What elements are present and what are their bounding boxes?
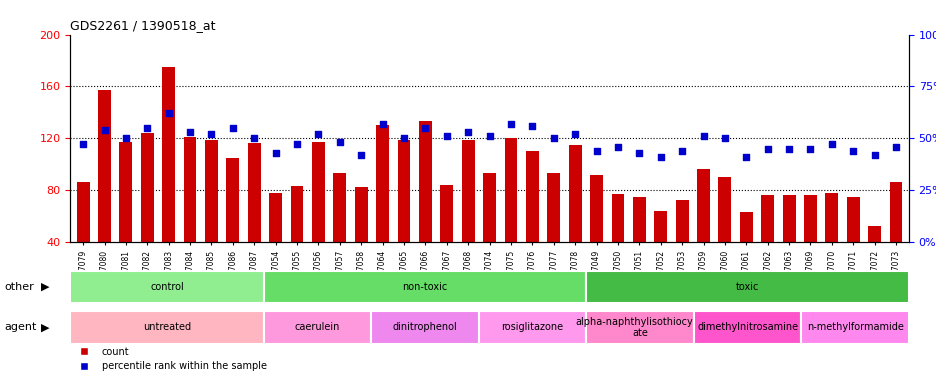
Bar <box>120 142 132 294</box>
Bar <box>803 195 816 294</box>
Point <box>246 135 261 141</box>
Text: dimethylnitrosamine: dimethylnitrosamine <box>696 322 797 333</box>
Bar <box>611 194 623 294</box>
Point <box>824 141 839 147</box>
Bar <box>547 173 560 294</box>
Bar <box>140 133 154 294</box>
Bar <box>504 138 517 294</box>
Text: agent: agent <box>5 322 37 333</box>
Point <box>802 146 817 152</box>
Text: control: control <box>150 282 183 292</box>
Point <box>139 125 154 131</box>
Text: other: other <box>5 282 35 292</box>
Text: ▶: ▶ <box>40 282 50 292</box>
Point <box>268 150 283 156</box>
Bar <box>590 175 603 294</box>
Bar <box>418 121 431 294</box>
Point <box>567 131 582 137</box>
Point <box>674 147 689 154</box>
Bar <box>461 139 475 294</box>
Bar <box>183 137 197 294</box>
Point <box>461 129 475 135</box>
Point <box>738 154 753 160</box>
Text: n-methylformamide: n-methylformamide <box>806 322 902 333</box>
Point <box>161 110 176 116</box>
Bar <box>525 151 538 294</box>
Bar <box>77 182 90 294</box>
Bar <box>162 67 175 294</box>
Bar <box>632 197 645 294</box>
Bar <box>825 193 838 294</box>
Text: rosiglitazone: rosiglitazone <box>501 322 563 333</box>
Point <box>866 152 881 158</box>
Bar <box>782 195 795 294</box>
Bar <box>98 90 110 294</box>
Point <box>417 125 432 131</box>
Bar <box>718 177 730 294</box>
Bar <box>375 125 388 294</box>
Point <box>396 135 411 141</box>
Bar <box>269 193 282 294</box>
Bar <box>227 158 239 294</box>
Point <box>503 121 518 127</box>
Point <box>609 144 624 150</box>
Bar <box>675 200 688 294</box>
Bar <box>397 139 410 294</box>
Point <box>759 146 774 152</box>
Point <box>589 147 604 154</box>
Point <box>695 133 710 139</box>
Text: non-toxic: non-toxic <box>402 282 447 292</box>
Bar <box>868 227 880 294</box>
Bar <box>312 142 325 294</box>
Point <box>204 131 219 137</box>
Text: caerulein: caerulein <box>295 322 340 333</box>
Legend: count, percentile rank within the sample: count, percentile rank within the sample <box>70 343 271 375</box>
Bar <box>483 173 495 294</box>
Point <box>332 139 347 146</box>
Point <box>652 154 667 160</box>
Text: untreated: untreated <box>143 322 191 333</box>
Point <box>524 123 539 129</box>
Point <box>76 141 91 147</box>
Bar <box>290 186 303 294</box>
Point <box>183 129 197 135</box>
Point <box>311 131 326 137</box>
Bar <box>696 169 709 294</box>
Text: dinitrophenol: dinitrophenol <box>392 322 457 333</box>
Bar <box>248 144 260 294</box>
Point <box>845 147 860 154</box>
Point <box>97 127 112 133</box>
Point <box>374 121 389 127</box>
Bar <box>205 139 218 294</box>
Bar <box>888 182 901 294</box>
Bar <box>739 212 752 294</box>
Text: ▶: ▶ <box>40 322 50 333</box>
Point <box>481 133 496 139</box>
Point <box>226 125 241 131</box>
Point <box>781 146 796 152</box>
Bar <box>355 187 367 294</box>
Bar <box>440 185 453 294</box>
Text: toxic: toxic <box>735 282 758 292</box>
Point <box>289 141 304 147</box>
Bar <box>568 145 581 294</box>
Point <box>887 144 902 150</box>
Point <box>631 150 646 156</box>
Text: GDS2261 / 1390518_at: GDS2261 / 1390518_at <box>70 19 215 32</box>
Bar <box>333 173 346 294</box>
Bar <box>846 197 858 294</box>
Bar <box>653 211 666 294</box>
Bar <box>760 195 773 294</box>
Text: alpha-naphthylisothiocyan
ate: alpha-naphthylisothiocyan ate <box>575 316 705 338</box>
Point <box>354 152 369 158</box>
Point <box>118 135 133 141</box>
Point <box>717 135 732 141</box>
Point <box>546 135 561 141</box>
Point <box>439 133 454 139</box>
